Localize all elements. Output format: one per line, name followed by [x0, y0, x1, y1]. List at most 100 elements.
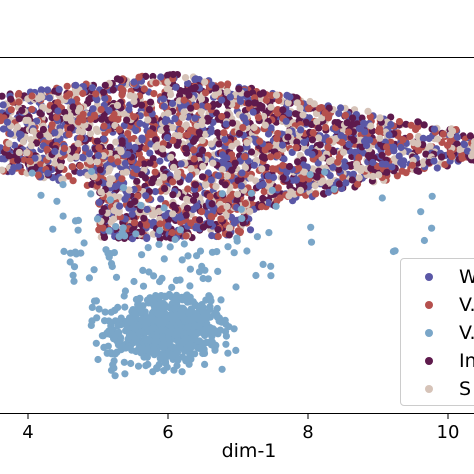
- scatter-point: [106, 175, 114, 183]
- scatter-point: [142, 221, 151, 229]
- scatter-point: [0, 92, 6, 100]
- scatter-point: [204, 117, 212, 125]
- scatter-point: [374, 127, 383, 135]
- scatter-point: [317, 178, 325, 187]
- scatter-point: [157, 195, 165, 203]
- scatter-point: [267, 272, 275, 280]
- scatter-point: [122, 168, 130, 176]
- scatter-point: [279, 106, 287, 114]
- scatter-point: [172, 83, 180, 91]
- scatter-point: [145, 336, 153, 344]
- scatter-point: [163, 85, 171, 93]
- scatter-point: [316, 141, 324, 149]
- scatter-point: [121, 370, 129, 378]
- scatter-point: [198, 102, 206, 110]
- scatter-point: [13, 123, 22, 131]
- scatter-point: [367, 164, 375, 172]
- scatter-point: [369, 172, 377, 180]
- scatter-point: [161, 185, 169, 193]
- scatter-point: [168, 99, 177, 107]
- scatter-point: [225, 231, 233, 239]
- scatter-point: [192, 191, 200, 199]
- scatter-point: [59, 181, 67, 189]
- scatter-point: [199, 306, 207, 314]
- scatter-point: [136, 119, 144, 128]
- scatter-point: [184, 355, 192, 363]
- scatter-point: [125, 142, 133, 150]
- scatter-point: [407, 121, 415, 129]
- scatter-point: [169, 136, 177, 144]
- scatter-point: [93, 137, 102, 145]
- scatter-point: [288, 148, 296, 156]
- scatter-point: [167, 91, 175, 99]
- scatter-point: [148, 313, 156, 321]
- scatter-point: [160, 173, 168, 181]
- scatter-point: [414, 140, 422, 148]
- scatter-point: [422, 150, 430, 158]
- scatter-point: [191, 114, 199, 122]
- scatter-point: [53, 197, 61, 205]
- scatter-point: [189, 137, 198, 145]
- scatter-point: [361, 137, 369, 145]
- scatter-point: [201, 360, 209, 368]
- scatter-point: [69, 163, 77, 171]
- scatter-point: [113, 101, 122, 109]
- legend-item: S: [401, 375, 474, 403]
- scatter-point: [5, 152, 13, 160]
- scatter-point: [157, 326, 165, 334]
- scatter-point: [191, 181, 199, 189]
- scatter-point: [45, 94, 54, 102]
- scatter-point: [211, 341, 219, 349]
- scatter-point: [337, 104, 345, 112]
- scatter-point: [148, 211, 156, 219]
- scatter-point: [15, 115, 23, 123]
- scatter-point: [121, 303, 129, 311]
- scatter-point: [152, 292, 160, 300]
- scatter-point: [60, 144, 69, 152]
- scatter-point: [138, 101, 146, 109]
- scatter-point: [24, 116, 32, 124]
- x-tick-label: 6: [162, 422, 173, 443]
- scatter-point: [74, 140, 82, 148]
- scatter-point: [284, 133, 292, 141]
- scatter-point: [367, 122, 375, 130]
- scatter-point: [235, 129, 244, 137]
- scatter-point: [76, 169, 84, 177]
- scatter-point: [80, 239, 88, 247]
- scatter-point: [443, 141, 452, 149]
- scatter-point: [253, 233, 261, 241]
- x-tick-label: 10: [437, 422, 460, 443]
- scatter-point: [101, 94, 109, 102]
- scatter-point: [241, 199, 249, 208]
- scatter-point: [228, 213, 236, 221]
- scatter-point: [231, 159, 239, 167]
- scatter-point: [161, 212, 169, 220]
- scatter-point: [101, 81, 109, 89]
- scatter-point: [88, 167, 96, 176]
- scatter-point: [232, 283, 240, 291]
- scatter-point: [321, 123, 330, 132]
- scatter-point: [114, 158, 122, 166]
- scatter-point: [159, 140, 167, 148]
- scatter-point: [149, 175, 158, 183]
- scatter-point: [212, 109, 220, 117]
- scatter-point: [272, 202, 280, 210]
- scatter-point: [129, 306, 137, 314]
- scatter-point: [222, 340, 230, 348]
- scatter-point: [76, 162, 84, 170]
- scatter-point: [168, 229, 176, 237]
- scatter-point: [307, 238, 316, 246]
- scatter-point: [90, 266, 98, 274]
- scatter-point: [95, 305, 103, 313]
- scatter-point: [176, 213, 184, 222]
- scatter-point: [300, 138, 308, 146]
- scatter-point: [178, 368, 186, 376]
- scatter-point: [256, 101, 264, 110]
- scatter-point: [62, 114, 70, 122]
- scatter-point: [267, 103, 275, 111]
- scatter-point: [142, 72, 150, 80]
- scatter-point: [69, 103, 77, 111]
- scatter-point: [433, 135, 441, 143]
- scatter-point: [87, 321, 95, 329]
